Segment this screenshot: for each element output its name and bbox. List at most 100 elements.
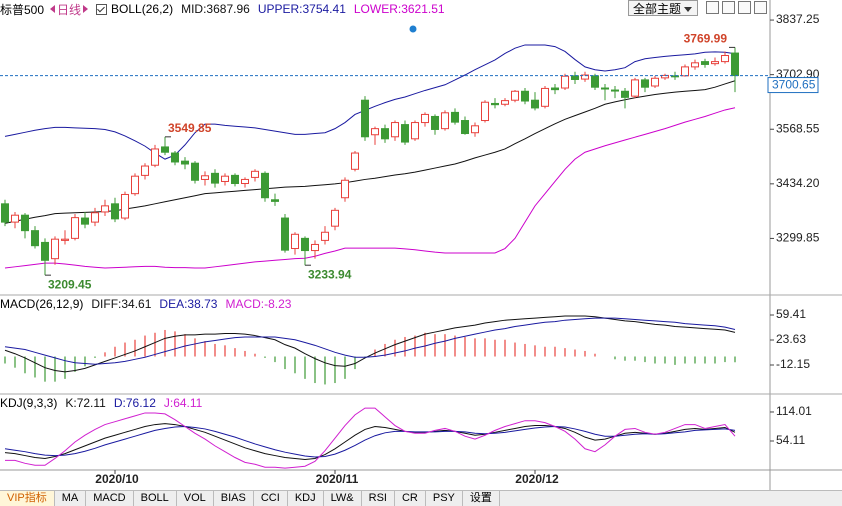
candle-body bbox=[141, 165, 149, 176]
indicator-tab[interactable]: CCI bbox=[254, 491, 288, 506]
candle-body bbox=[611, 89, 619, 92]
kdj-header: KDJ(9,3,3) K:72.11 D:76.12 J:64.11 bbox=[0, 395, 211, 411]
panel-label: KDJ(9,3,3) bbox=[0, 396, 58, 410]
toolbar-icon[interactable] bbox=[722, 1, 735, 14]
period-prev[interactable] bbox=[50, 5, 56, 13]
indicator-line bbox=[4, 426, 736, 458]
indicator-tabs: VIP指标 MA MACD BOLL VOL BIAS CCI KDJ LW& RSI CR PSY 设… bbox=[0, 490, 842, 506]
candle-body bbox=[291, 233, 299, 250]
event-marker[interactable] bbox=[409, 25, 417, 33]
candle-body bbox=[501, 100, 509, 105]
theme-dropdown[interactable]: 全部主题 bbox=[628, 0, 698, 16]
y-tick-label: -12.15 bbox=[776, 357, 810, 371]
candle-body bbox=[31, 230, 39, 247]
indicator-tab[interactable]: MACD bbox=[86, 491, 134, 506]
candle-body bbox=[601, 87, 609, 90]
candle-body bbox=[161, 146, 169, 153]
toolbar-icon[interactable] bbox=[754, 1, 767, 14]
candle-body bbox=[361, 99, 369, 138]
y-tick-label: 3299.85 bbox=[776, 231, 820, 245]
indicator-tab[interactable]: VIP指标 bbox=[0, 491, 55, 506]
indicator-checkbox[interactable] bbox=[96, 3, 108, 15]
last-price-label: 3700.65 bbox=[772, 78, 816, 92]
candle-body bbox=[461, 120, 469, 135]
candle-body bbox=[181, 160, 189, 165]
candle-body bbox=[351, 152, 359, 170]
indicator-tab[interactable]: LW& bbox=[324, 491, 362, 506]
legend-item: DIFF:34.61 bbox=[91, 297, 152, 311]
candle-body bbox=[641, 79, 649, 88]
period-next[interactable] bbox=[83, 5, 89, 13]
candle-body bbox=[341, 179, 349, 199]
candle-body bbox=[311, 243, 319, 252]
toolbar-icon[interactable] bbox=[706, 1, 719, 14]
candle-body bbox=[171, 152, 179, 163]
y-tick-label: 59.41 bbox=[776, 307, 806, 321]
indicator-tab[interactable]: VOL bbox=[177, 491, 214, 506]
annotation: 3209.45 bbox=[48, 277, 92, 291]
indicator-line bbox=[4, 317, 736, 365]
candle-body bbox=[531, 99, 539, 109]
candle-body bbox=[91, 212, 99, 223]
last-price-box bbox=[767, 77, 819, 94]
candle-body bbox=[41, 241, 49, 261]
candle-body bbox=[221, 175, 229, 182]
candle-body bbox=[261, 172, 269, 199]
candle-body bbox=[651, 77, 659, 87]
indicator-line bbox=[4, 44, 736, 160]
legend-item: UPPER:3754.41 bbox=[257, 2, 346, 16]
indicator-tab[interactable]: PSY bbox=[426, 491, 463, 506]
candle-body bbox=[541, 87, 549, 107]
candle-body bbox=[441, 112, 449, 130]
legend-item: DEA:38.73 bbox=[159, 297, 218, 311]
candle-body bbox=[621, 90, 629, 98]
period[interactable]: 日线 bbox=[57, 2, 82, 17]
candle-body bbox=[681, 66, 689, 77]
indicator-tab[interactable]: BOLL bbox=[134, 491, 177, 506]
candle-body bbox=[251, 170, 259, 178]
candle-body bbox=[731, 52, 739, 77]
candle-body bbox=[111, 203, 119, 220]
annotation: 3549.85 bbox=[168, 121, 212, 135]
candle-body bbox=[61, 238, 69, 241]
indicator-line bbox=[4, 107, 736, 269]
candle-body bbox=[301, 237, 309, 252]
y-tick-label: 54.11 bbox=[776, 433, 805, 447]
candle-body bbox=[721, 55, 729, 63]
candle-body bbox=[511, 90, 519, 101]
candle-body bbox=[411, 122, 419, 140]
indicator-line bbox=[5, 407, 736, 469]
legend-item: J:64.11 bbox=[163, 396, 203, 410]
candle-body bbox=[481, 101, 489, 122]
indicator-tab[interactable]: KDJ bbox=[288, 491, 324, 506]
candle-body bbox=[1, 203, 9, 223]
candle-body bbox=[561, 75, 569, 89]
candle-body bbox=[331, 209, 339, 227]
panel-label: MACD(26,12,9) bbox=[0, 297, 84, 311]
indicator-tab[interactable]: BIAS bbox=[214, 491, 254, 506]
toolbar-icon[interactable] bbox=[738, 1, 751, 14]
candle-body bbox=[381, 128, 389, 140]
candle-body bbox=[551, 87, 559, 91]
candle-body bbox=[271, 199, 279, 202]
candle-body bbox=[421, 113, 429, 124]
candle-body bbox=[51, 238, 59, 260]
symbol: 标普500 bbox=[0, 2, 45, 17]
y-tick-label: 3568.55 bbox=[776, 121, 820, 135]
candle-body bbox=[591, 75, 599, 88]
indicator-tab[interactable]: 设置 bbox=[463, 491, 500, 506]
candle-body bbox=[701, 61, 709, 65]
candle-body bbox=[431, 115, 439, 130]
candle-body bbox=[691, 62, 699, 68]
indicator-tab[interactable]: RSI bbox=[362, 491, 395, 506]
candle-body bbox=[231, 174, 239, 185]
indicator-tab[interactable]: CR bbox=[395, 491, 426, 506]
legend-item: K:72.11 bbox=[65, 396, 106, 410]
indicator-tab[interactable]: MA bbox=[55, 491, 87, 506]
annotation: 3769.99 bbox=[684, 32, 728, 46]
candle-body bbox=[241, 178, 249, 185]
candle-body bbox=[631, 79, 639, 97]
candle-body bbox=[451, 111, 459, 123]
legend-item: LOWER:3621.51 bbox=[353, 2, 445, 16]
